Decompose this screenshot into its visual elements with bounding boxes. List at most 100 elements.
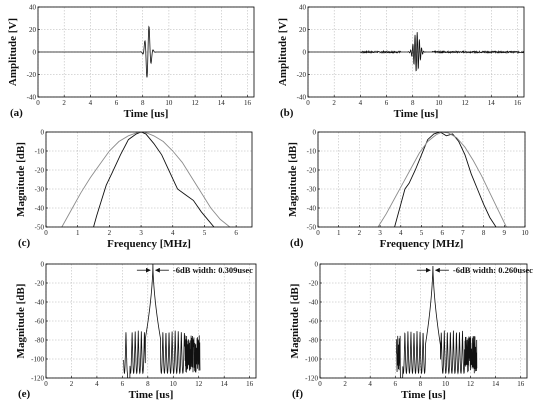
panel-d: 0 1 2 3 4 5 6 7 8 9 10 -50 -40 -30 -20 -10 0 Frequency [M…: [287, 129, 529, 251]
panel-label: (b): [280, 107, 294, 119]
y-tick-label: 0: [315, 261, 319, 269]
x-tick-label: 3: [139, 229, 143, 237]
x-tick-label: 0: [316, 229, 320, 237]
panel-label: (e): [18, 388, 31, 400]
y-axis-label: Magnitude [dB]: [287, 142, 299, 217]
y-tick-label: -40: [297, 94, 307, 102]
x-tick-label: 6: [121, 380, 125, 388]
x-tick-label: 8: [141, 99, 145, 107]
x-tick-label: 2: [358, 229, 362, 237]
y-tick-label: 40: [29, 4, 37, 12]
y-tick-label: -40: [35, 205, 45, 213]
y-tick-label: -20: [297, 71, 307, 79]
x-axis-label: Frequency [MHz]: [380, 238, 464, 250]
x-axis-label: Time [us]: [394, 108, 439, 120]
y-tick-label: 20: [29, 26, 37, 34]
x-tick-label: 16: [514, 99, 522, 107]
y-tick-label: -120: [31, 375, 44, 383]
x-tick-label: 14: [488, 99, 496, 107]
x-tick-label: 10: [165, 99, 173, 107]
x-tick-label: 1: [76, 229, 80, 237]
y-axis-label: Magnitude [dB]: [289, 284, 301, 359]
plot-area: [308, 32, 524, 72]
x-tick-label: 4: [399, 229, 403, 237]
y-tick-label: -120: [305, 375, 318, 383]
x-tick-label: 5: [420, 229, 424, 237]
panel-e: -6dB width: 0.309usec 0 2 4 6 8 10 12 14 16 -120 -1…: [15, 261, 257, 401]
y-axis-label: Magnitude [dB]: [15, 142, 27, 217]
panel-label: (c): [18, 237, 31, 249]
width-annotation: -6dB width: 0.309usec: [173, 265, 253, 275]
series-envelope: [396, 266, 478, 378]
x-tick-label: 2: [332, 99, 336, 107]
y-tick-label: -20: [309, 280, 319, 288]
y-tick-label: -100: [31, 356, 44, 364]
panel-b: 0 2 4 6 8 10 12 14 16 -40 -20 0 20 40 Time [us] Amplitu…: [277, 4, 525, 120]
series-waveform: [308, 32, 524, 72]
series-model: [61, 132, 231, 227]
series-model: [377, 132, 507, 227]
plot-frame: [317, 131, 526, 228]
x-tick-label: 14: [221, 380, 229, 388]
y-tick-label: -100: [305, 356, 318, 364]
x-tick-label: 6: [234, 229, 238, 237]
y-tick-label: -20: [35, 280, 45, 288]
y-tick-label: -30: [307, 186, 317, 194]
x-tick-label: 4: [95, 380, 99, 388]
y-tick-label: 0: [313, 129, 317, 137]
x-tick-label: 6: [394, 380, 398, 388]
x-tick-label: 6: [385, 99, 389, 107]
x-tick-label: 16: [517, 380, 525, 388]
x-axis-label: Time [us]: [401, 389, 446, 401]
plot-area: [61, 132, 231, 227]
x-tick-label: 4: [89, 99, 93, 107]
x-tick-label: 2: [70, 380, 74, 388]
y-tick-label: -40: [27, 94, 37, 102]
x-tick-label: 10: [442, 380, 450, 388]
x-tick-label: 7: [461, 229, 465, 237]
x-axis-label: Time [us]: [124, 108, 169, 120]
series-envelope: [123, 264, 201, 378]
x-tick-label: 6: [440, 229, 444, 237]
x-tick-label: 4: [359, 99, 363, 107]
x-tick-label: 0: [36, 99, 40, 107]
x-tick-label: 8: [482, 229, 486, 237]
x-tick-label: 0: [44, 380, 48, 388]
x-tick-label: 2: [343, 380, 347, 388]
x-tick-label: 8: [411, 99, 415, 107]
x-tick-label: 12: [192, 99, 200, 107]
y-tick-label: -40: [35, 299, 45, 307]
x-tick-label: 10: [435, 99, 443, 107]
panel-label: (f): [292, 388, 303, 400]
x-tick-label: 1: [337, 229, 341, 237]
y-axis-label: Magnitude [dB]: [15, 284, 27, 359]
y-tick-label: -20: [307, 167, 317, 175]
x-tick-label: 0: [306, 99, 310, 107]
x-tick-label: 10: [522, 229, 530, 237]
width-annotation: -6dB width: 0.260usec: [453, 265, 533, 275]
x-tick-label: 0: [44, 229, 48, 237]
y-tick-label: 0: [33, 49, 37, 57]
x-tick-label: 4: [368, 380, 372, 388]
x-tick-label: 8: [419, 380, 423, 388]
x-tick-label: 9: [503, 229, 507, 237]
x-tick-label: 6: [115, 99, 119, 107]
panel-c: 0 1 2 3 4 5 6 -50 -40 -30 -20 -10 0 Frequency [MHz] Ma…: [15, 129, 253, 250]
y-tick-label: -10: [307, 148, 317, 156]
plot-frame: [45, 131, 253, 228]
x-tick-label: 5: [203, 229, 207, 237]
y-tick-label: -10: [35, 148, 45, 156]
y-axis-label: Amplitude [V]: [277, 18, 289, 86]
x-tick-label: 14: [218, 99, 226, 107]
x-tick-label: 2: [108, 229, 112, 237]
x-tick-label: 12: [462, 99, 470, 107]
y-tick-label: 0: [41, 261, 45, 269]
y-tick-label: -40: [307, 205, 317, 213]
series-measured: [93, 132, 215, 227]
y-tick-label: 0: [41, 129, 45, 137]
y-tick-label: -60: [35, 318, 45, 326]
x-tick-label: 12: [195, 380, 203, 388]
y-tick-label: -20: [35, 167, 45, 175]
panel-label: (d): [290, 237, 304, 249]
